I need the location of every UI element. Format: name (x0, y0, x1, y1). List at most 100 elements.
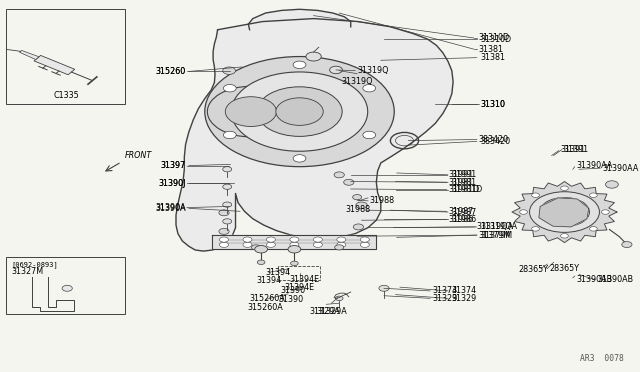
Text: 31319QA: 31319QA (477, 222, 514, 231)
Bar (518, 141, 632, 283)
Text: 315260A: 315260A (248, 303, 284, 312)
Text: 31390AB: 31390AB (597, 275, 633, 284)
Circle shape (220, 237, 228, 242)
Text: 31390: 31390 (278, 295, 304, 304)
Circle shape (589, 193, 597, 198)
Circle shape (225, 97, 276, 126)
Text: 31988: 31988 (346, 205, 371, 214)
Text: 31394E: 31394E (290, 275, 320, 284)
Text: [0692-0893]: [0692-0893] (12, 261, 58, 268)
Text: 31381: 31381 (479, 45, 504, 54)
Text: 31981D: 31981D (448, 185, 479, 194)
Text: 31394: 31394 (266, 268, 291, 277)
Circle shape (314, 237, 323, 242)
Text: AR3  0078: AR3 0078 (580, 354, 624, 363)
Circle shape (520, 210, 527, 214)
Circle shape (589, 227, 597, 231)
Text: 383420: 383420 (480, 137, 510, 146)
Text: 31374: 31374 (432, 286, 457, 295)
Text: FRONT: FRONT (125, 151, 152, 160)
Circle shape (532, 227, 540, 231)
Circle shape (231, 72, 368, 151)
Text: 31374: 31374 (451, 286, 476, 295)
Text: 31390: 31390 (280, 286, 305, 295)
Circle shape (243, 237, 252, 242)
Text: 31397: 31397 (161, 161, 186, 170)
Circle shape (293, 61, 306, 68)
Circle shape (219, 210, 229, 216)
Text: 31988: 31988 (370, 196, 395, 205)
Bar (6, 9, 125, 104)
Text: 315260: 315260 (156, 67, 186, 76)
Circle shape (363, 84, 376, 92)
Polygon shape (512, 182, 617, 243)
Circle shape (223, 219, 232, 224)
Text: 31329A: 31329A (310, 307, 340, 316)
Circle shape (335, 296, 343, 301)
Text: 31987: 31987 (451, 208, 476, 217)
Circle shape (291, 261, 298, 266)
Text: 28365Y: 28365Y (518, 265, 548, 274)
Text: 31319Q: 31319Q (357, 66, 388, 75)
Circle shape (223, 202, 232, 207)
Text: 31394: 31394 (256, 276, 282, 285)
Circle shape (255, 246, 268, 253)
Text: 31379M: 31379M (480, 231, 512, 240)
Circle shape (540, 198, 589, 227)
Circle shape (356, 202, 367, 209)
Circle shape (257, 260, 265, 264)
Circle shape (306, 52, 321, 61)
Text: 31981: 31981 (451, 178, 476, 187)
Text: 31390A: 31390A (155, 203, 186, 212)
Circle shape (276, 98, 323, 125)
Text: 31986: 31986 (448, 215, 473, 224)
Text: 383420: 383420 (479, 135, 509, 144)
Polygon shape (212, 235, 376, 249)
Circle shape (330, 66, 342, 74)
Polygon shape (539, 198, 589, 227)
Text: 315260: 315260 (156, 67, 186, 76)
Text: 31381: 31381 (480, 53, 505, 62)
Circle shape (337, 242, 346, 247)
Circle shape (605, 181, 618, 188)
Circle shape (360, 237, 369, 242)
Circle shape (344, 179, 354, 185)
Circle shape (290, 237, 299, 242)
Text: 31390AA: 31390AA (602, 164, 639, 173)
Text: 31390AA: 31390AA (576, 161, 612, 170)
Circle shape (205, 57, 394, 167)
Circle shape (622, 241, 632, 247)
Circle shape (363, 131, 376, 139)
Text: 31390J: 31390J (158, 179, 186, 187)
Circle shape (554, 206, 575, 218)
Circle shape (288, 246, 301, 253)
Circle shape (257, 87, 342, 137)
Text: 31390A: 31390A (155, 204, 186, 213)
Circle shape (337, 237, 346, 242)
Text: 31981: 31981 (448, 178, 473, 187)
Polygon shape (34, 55, 75, 75)
Bar (6, 257, 125, 314)
Circle shape (602, 210, 609, 214)
Text: 31390AB: 31390AB (576, 275, 612, 283)
Text: C1335: C1335 (53, 91, 79, 100)
Text: 31310D: 31310D (480, 35, 511, 44)
Circle shape (207, 86, 294, 137)
Text: 31310D: 31310D (479, 33, 510, 42)
Text: 28365Y: 28365Y (549, 264, 579, 273)
Circle shape (353, 224, 364, 230)
Circle shape (266, 237, 275, 242)
Circle shape (314, 242, 323, 247)
Text: 31327M: 31327M (12, 267, 44, 276)
Circle shape (252, 245, 260, 250)
Polygon shape (248, 9, 351, 30)
Text: 31394E: 31394E (284, 283, 315, 292)
Text: 31310: 31310 (480, 100, 505, 109)
Text: 31319Q: 31319Q (341, 77, 373, 86)
Text: 31391: 31391 (564, 145, 589, 154)
Circle shape (223, 67, 236, 74)
Polygon shape (176, 19, 453, 251)
Text: 31986: 31986 (451, 215, 476, 224)
Circle shape (219, 228, 229, 234)
Text: 31397: 31397 (161, 161, 186, 170)
